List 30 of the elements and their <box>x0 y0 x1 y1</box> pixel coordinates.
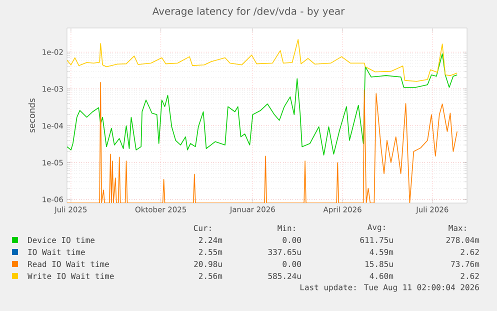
chart-title: Average latency for /dev/vda - by year <box>152 7 345 17</box>
text: 2.24m <box>198 237 222 243</box>
text: 611.75u <box>360 236 393 244</box>
y-axis-title: seconds <box>28 98 35 132</box>
text: Avg: <box>368 224 385 232</box>
text: 2.56m <box>198 272 222 280</box>
text: 4.59m <box>370 248 394 256</box>
line-series <box>67 53 458 156</box>
text: 4.60m <box>370 272 394 280</box>
text: 0.00 <box>282 236 301 244</box>
text: 0.00 <box>282 260 301 268</box>
line-series <box>67 82 458 204</box>
text: Min: <box>278 224 295 232</box>
legend-label: IO Wait time <box>28 248 85 256</box>
legend-label: Write IO Wait time <box>28 272 114 280</box>
text: 278.04m <box>446 236 480 244</box>
text: Cur: <box>194 224 211 232</box>
text: Last update: Tue Aug 11 02:00:04 2026 <box>300 284 479 292</box>
text: 2.62 <box>460 272 479 280</box>
legend-label: Device IO time <box>28 236 94 244</box>
line-series <box>67 39 458 82</box>
text: 337.65u <box>268 248 301 256</box>
text: Max: <box>448 225 466 231</box>
text: 2.55m <box>198 248 222 256</box>
text: 2.62 <box>460 248 479 256</box>
text: 585.24u <box>268 272 301 280</box>
text: 20.98u <box>194 260 222 268</box>
text: 73.76m <box>451 260 480 268</box>
text: 15.85u <box>366 260 393 268</box>
legend-label: Read IO Wait time <box>28 260 109 268</box>
